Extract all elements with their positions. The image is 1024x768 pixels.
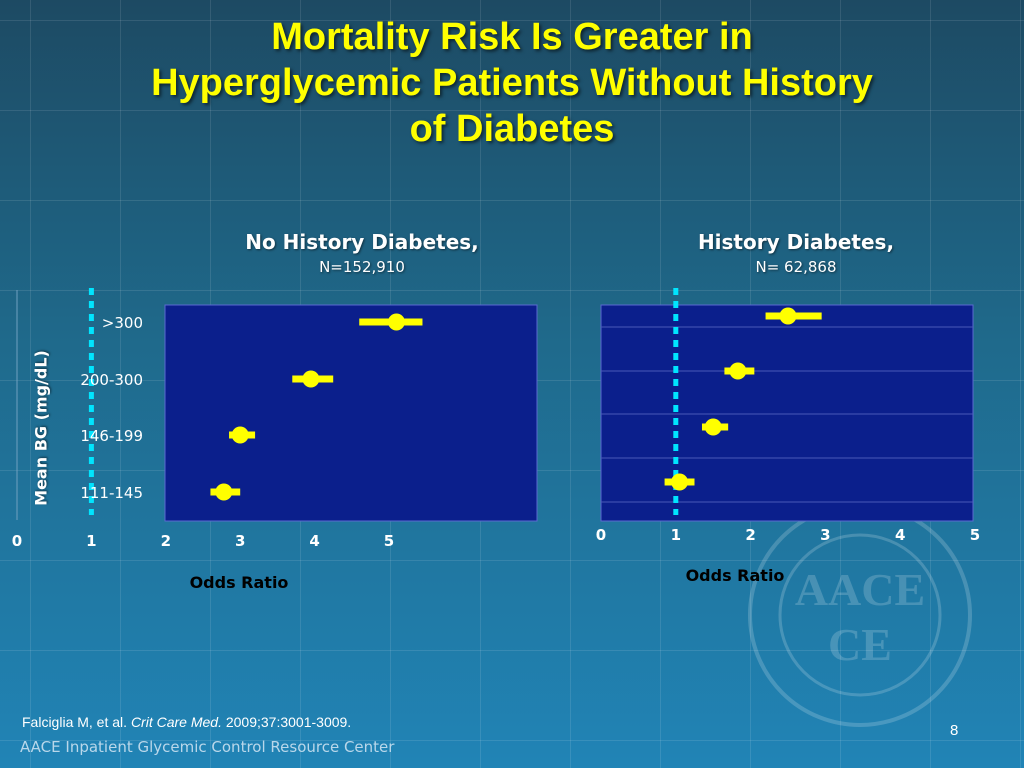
chart-history: 0 1 2 3 4 5 Odds Ratio	[596, 288, 980, 585]
x-tick-label: 0	[12, 532, 22, 550]
category-label: 111-145	[80, 484, 143, 502]
x-tick-label: 0	[596, 526, 606, 544]
title-line-1: Mortality Risk Is Greater in	[271, 16, 753, 58]
category-label: 146-199	[80, 427, 143, 445]
category-label: >300	[102, 314, 143, 332]
citation-authors: Falciglia M, et al.	[22, 714, 128, 730]
x-tick-label: 1	[671, 526, 681, 544]
left-chart-subtitle: N=152,910	[319, 258, 405, 276]
seal-text: AACE	[795, 564, 925, 615]
citation-journal: Crit Care Med.	[130, 714, 222, 730]
category-label: 200-300	[80, 371, 143, 389]
x-tick-label: 2	[745, 526, 755, 544]
x-tick-label: 5	[970, 526, 980, 544]
odds-ratio-point	[215, 483, 233, 501]
right-chart-header: History Diabetes, N= 62,868	[656, 230, 936, 276]
footer-organization: AACE Inpatient Glycemic Control Resource…	[20, 738, 395, 756]
plot-area	[600, 304, 974, 522]
x-tick-label: 5	[384, 532, 394, 550]
title-line-2: Hyperglycemic Patients Without History	[151, 62, 873, 104]
x-tick-label: 3	[820, 526, 830, 544]
odds-ratio-point	[231, 426, 249, 444]
x-tick-label: 1	[86, 532, 96, 550]
x-tick-label: 3	[235, 532, 245, 550]
left-chart-title: No History Diabetes,	[245, 230, 479, 254]
odds-ratio-point	[671, 473, 689, 491]
citation: Falciglia M, et al. Crit Care Med. 2009;…	[22, 714, 351, 730]
title-line-3: of Diabetes	[409, 108, 615, 150]
right-chart-title: History Diabetes,	[697, 230, 895, 254]
aace-seal-watermark: AACE CE	[748, 503, 972, 727]
page-number: 8	[950, 722, 959, 739]
right-chart-subtitle: N= 62,868	[755, 258, 837, 276]
chart-no-history: 0 1 2 3 4 5 Odds Ratio >300 200-300 146-199 111-14…	[12, 288, 538, 592]
odds-ratio-point	[729, 362, 747, 380]
x-tick-label: 4	[309, 532, 319, 550]
odds-ratio-point	[704, 418, 722, 436]
odds-ratio-point	[779, 307, 797, 325]
x-tick-label: 4	[895, 526, 905, 544]
left-chart-header: No History Diabetes, N=152,910	[222, 230, 502, 276]
slide-title: Mortality Risk Is Greater in Hyperglycem…	[0, 14, 1024, 152]
citation-details: 2009;37:3001-3009.	[225, 714, 352, 730]
x-axis-label: Odds Ratio	[686, 566, 785, 585]
odds-ratio-point	[387, 313, 405, 331]
x-axis-label: Odds Ratio	[190, 573, 289, 592]
x-tick-label: 2	[161, 532, 171, 550]
odds-ratio-point	[302, 370, 320, 388]
svg-text:CE: CE	[828, 619, 892, 670]
